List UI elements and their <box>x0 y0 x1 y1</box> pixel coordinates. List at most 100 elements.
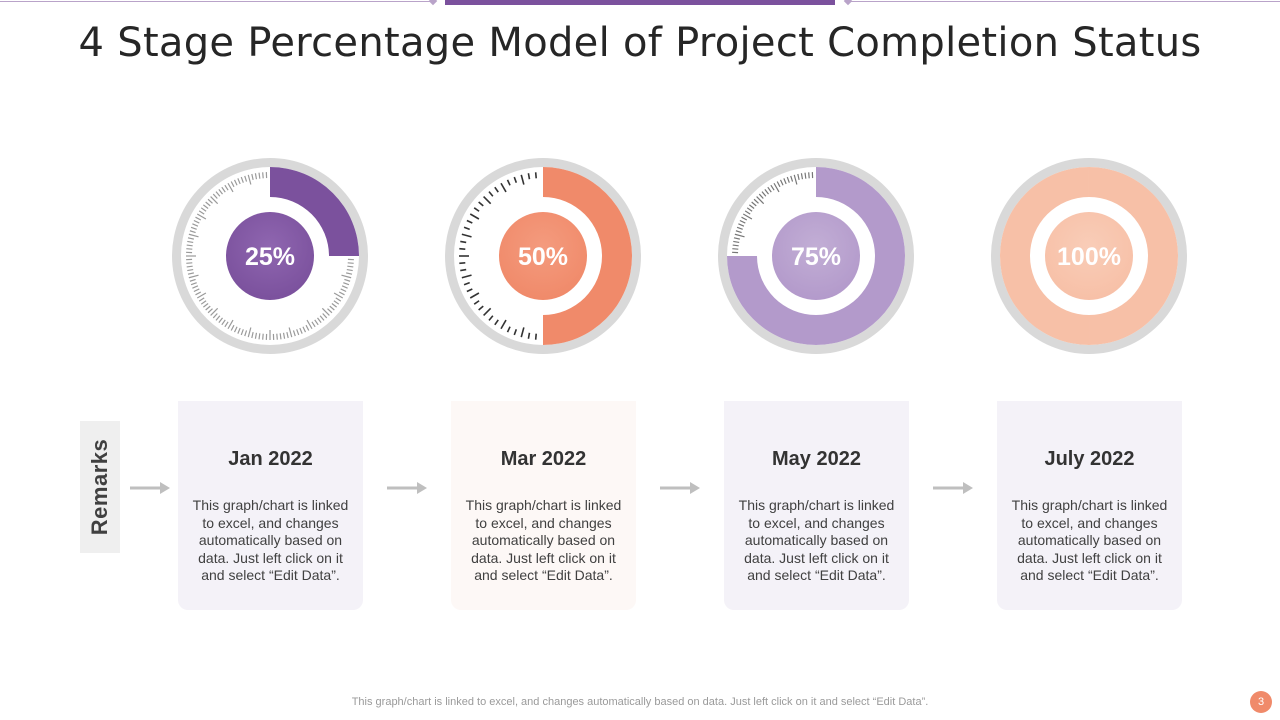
gauge-center-disc <box>499 212 587 300</box>
gauge-percent-label: 25% <box>245 243 295 271</box>
gauge-svg: 75% <box>718 158 914 354</box>
gauge-tick-mark <box>753 198 759 204</box>
gauge-tick-mark <box>473 207 480 212</box>
gauge-tick-mark <box>739 219 746 224</box>
gauge-tick-mark <box>734 233 745 238</box>
gauge-tick-mark <box>319 315 325 321</box>
gauge-tick-mark <box>305 324 310 331</box>
page-number: 3 <box>1250 691 1272 713</box>
gauge-tick-mark <box>262 333 264 340</box>
gauge-july-2022[interactable]: 100% <box>991 158 1187 354</box>
gauge-tick-mark <box>207 308 213 314</box>
gauge-tick-mark <box>212 313 218 319</box>
gauge-tick-mark <box>494 186 499 193</box>
gauge-tick-mark <box>756 196 765 205</box>
gauge-tick-mark <box>192 285 199 289</box>
gauge-tick-mark <box>790 175 794 182</box>
gauge-tick-mark <box>327 308 333 314</box>
top-accent-bar <box>445 0 835 5</box>
gauge-tick-mark <box>333 300 340 305</box>
gauge-tick-mark <box>299 327 303 334</box>
gauge-tick-mark <box>189 278 196 282</box>
gauge-tick-mark <box>244 330 248 337</box>
gauge-tick-mark <box>732 248 739 250</box>
gauge-tick-mark <box>463 281 470 286</box>
gauge-percent-label: 100% <box>1057 243 1121 271</box>
arrow-right-icon <box>385 478 429 498</box>
gauge-tick-mark <box>187 272 194 275</box>
gauge-tick-mark <box>240 176 244 183</box>
gauge-tick-mark <box>187 240 194 244</box>
gauge-tick-mark <box>800 173 804 180</box>
gauge-tick-mark <box>344 278 351 282</box>
gauge-tick-mark <box>189 230 196 234</box>
gauge-tick-mark <box>764 188 769 195</box>
gauge-tick-mark <box>195 216 202 221</box>
gauge-tick-mark <box>187 268 194 272</box>
gauge-tick-mark <box>215 191 221 197</box>
gauge-tick-mark <box>198 297 205 302</box>
gauge-tick-mark <box>193 219 200 224</box>
gauge-tick-mark <box>210 196 219 205</box>
page-title: 4 Stage Percentage Model of Project Comp… <box>78 20 1202 66</box>
gauge-tick-mark <box>761 191 767 197</box>
gauge-tick-mark <box>188 274 199 279</box>
gauge-tick-mark <box>282 332 286 339</box>
gauge-tick-mark <box>247 174 252 185</box>
gauge-tick-mark <box>321 307 330 316</box>
gauge-tick-mark <box>240 329 244 336</box>
gauge-tick-mark <box>534 172 537 179</box>
gauge-tick-mark <box>296 329 300 336</box>
gauge-svg: 50% <box>445 158 641 354</box>
gauge-tick-mark <box>797 173 800 180</box>
gauge-tick-mark <box>322 313 328 319</box>
gauge-tick-mark <box>196 213 207 220</box>
gauge-tick-mark <box>224 321 229 328</box>
remarks-label: Remarks <box>87 438 113 536</box>
gauge-tick-mark <box>513 176 518 183</box>
gauge-tick-mark <box>210 307 219 316</box>
gauge-may-2022[interactable]: 75% <box>718 158 914 354</box>
gauge-tick-mark <box>333 292 344 299</box>
gauge-center-disc <box>226 212 314 300</box>
card-date: May 2022 <box>772 448 861 470</box>
gauge-tick-mark <box>227 319 234 330</box>
gauge-tick-mark <box>207 198 213 204</box>
gauge-tick-mark <box>186 262 193 264</box>
gauge-tick-mark <box>459 262 466 265</box>
gauge-tick-mark <box>779 179 784 186</box>
card-date: Mar 2022 <box>500 448 587 470</box>
gauge-tick-mark <box>314 319 319 326</box>
gauge-tick-mark <box>202 204 209 209</box>
gauge-tick-mark <box>192 223 199 227</box>
gauge-tick-mark <box>527 173 531 180</box>
card-description: This graph/chart is linked to excel, and… <box>465 497 622 584</box>
gauge-tick-mark <box>279 333 282 340</box>
gauge-tick-mark <box>230 181 235 188</box>
gauge-tick-mark <box>770 184 775 191</box>
gauge-tick-mark <box>469 213 480 220</box>
gauge-tick-mark <box>804 172 807 179</box>
gauge-jan-2022[interactable]: 25% <box>172 158 368 354</box>
top-rule-left <box>0 1 432 2</box>
gauge-tick-mark <box>202 303 209 308</box>
gauge-tick-mark <box>808 172 810 179</box>
gauge-tick-mark <box>262 172 264 179</box>
remark-card-may-2022: May 2022 This graph/chart is linked to e… <box>724 401 909 610</box>
gauge-tick-mark <box>469 292 480 299</box>
gauge-tick-mark <box>341 285 348 289</box>
gauge-mar-2022[interactable]: 50% <box>445 158 641 354</box>
gauge-tick-mark <box>227 182 234 193</box>
gauge-tick-mark <box>767 186 772 193</box>
top-diamond-left <box>428 0 438 6</box>
gauge-center-disc <box>772 212 860 300</box>
gauge-tick-mark <box>786 176 790 183</box>
gauge-tick-mark <box>513 329 518 336</box>
gauge-tick-mark <box>237 327 241 334</box>
gauge-svg: 25% <box>172 158 368 354</box>
gauge-tick-mark <box>494 319 499 326</box>
gauge-tick-mark <box>488 315 494 321</box>
gauge-tick-mark <box>218 188 223 195</box>
gauge-tick-mark <box>346 268 353 272</box>
gauge-tick-mark <box>215 315 221 321</box>
